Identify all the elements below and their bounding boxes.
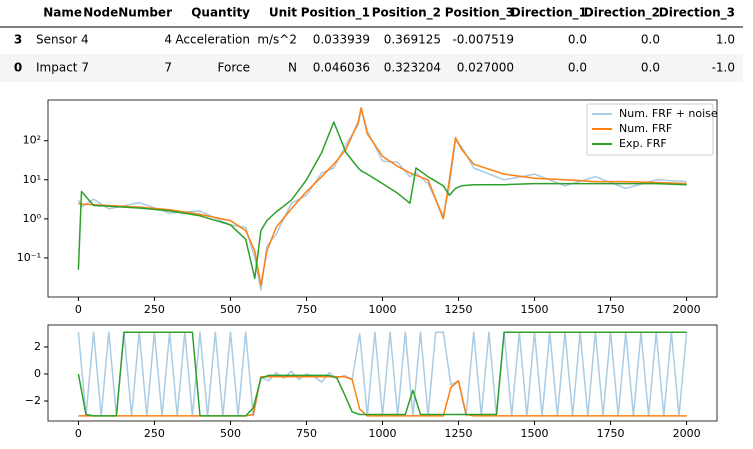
y-tick-label: −2	[25, 394, 41, 407]
table-cell: m/s^2	[257, 33, 297, 47]
charts: 0 250 500 750 1000 1250 1500 1750 2000 10⁻¹ 10⁰ 10¹…	[17, 99, 718, 440]
plot-area	[77, 106, 687, 291]
table-cell: N	[288, 61, 297, 75]
x-tick-label: 1750	[597, 427, 625, 440]
table-cell: 0.046036	[313, 61, 370, 75]
x-tick-label: 1500	[521, 427, 549, 440]
x-tick-label: 1000	[369, 427, 397, 440]
table-cell: 0.0	[568, 61, 587, 75]
x-tick-label: 250	[144, 303, 165, 316]
column-header: Position_2	[372, 6, 441, 21]
column-header: Direction_1	[511, 6, 587, 21]
series-line	[77, 121, 687, 280]
table-cell: 0.027000	[457, 61, 514, 75]
y-tick-label: 0	[34, 367, 41, 380]
plot-frame	[47, 324, 718, 422]
column-header: Position_1	[301, 6, 370, 21]
x-tick-label: 0	[75, 427, 82, 440]
y-tick-label: 10⁰	[23, 212, 42, 225]
column-header: Direction_3	[659, 6, 735, 21]
chart: 0 250 500 750 1000 1250 1500 1750 2000 10⁻¹ 10⁰ 10¹…	[17, 99, 718, 316]
table-cell: Sensor 4	[36, 33, 89, 47]
x-tick-label: 500	[220, 303, 241, 316]
legend-label: Num. FRF	[619, 122, 672, 135]
column-header: Name	[43, 6, 82, 20]
x-tick-label: 1250	[445, 427, 473, 440]
y-tick-label: 10⁻¹	[17, 251, 41, 264]
x-tick-label: 750	[296, 303, 317, 316]
table-cell: 0.0	[641, 33, 660, 47]
x-tick-label: 2000	[673, 427, 701, 440]
series-line	[78, 375, 687, 417]
legend-box	[586, 103, 714, 156]
x-tick-label: 250	[144, 427, 165, 440]
column-header: Direction_2	[584, 6, 660, 21]
table-cell: 4	[164, 33, 172, 47]
x-tick-label: 0	[75, 303, 82, 316]
row-stripe	[0, 54, 743, 82]
column-header: Quantity	[191, 6, 250, 20]
x-tick-label: 1750	[597, 303, 625, 316]
table-cell: 0.0	[641, 61, 660, 75]
chart: 0 250 500 750 1000 1250 1500 1750 2000 −2 0 2	[25, 324, 718, 440]
row-index: 3	[14, 33, 22, 47]
table-cell: 0.0	[568, 33, 587, 47]
table-cell: -0.007519	[452, 33, 514, 47]
x-tick-label: 2000	[673, 303, 701, 316]
y-tick-label: 10¹	[23, 173, 41, 186]
plot-frame	[47, 99, 718, 298]
x-tick-label: 1250	[445, 303, 473, 316]
plot-area	[77, 331, 688, 417]
series-line	[77, 331, 688, 417]
table-cell: 1.0	[716, 33, 735, 47]
legend-label: Exp. FRF	[619, 137, 667, 150]
table-cell: -1.0	[712, 61, 735, 75]
y-tick-label: 2	[34, 340, 41, 353]
legend-label: Num. FRF + noise	[619, 107, 718, 120]
table-cell: 0.033939	[313, 33, 370, 47]
column-header: Unit	[269, 6, 297, 20]
x-tick-label: 1500	[521, 303, 549, 316]
x-tick-label: 1000	[369, 303, 397, 316]
series-line	[78, 106, 687, 286]
y-tick-label: 10²	[23, 134, 41, 147]
column-header: Position_3	[445, 6, 514, 21]
table-cell: Impact 7	[36, 61, 89, 75]
table-cell: Acceleration	[175, 33, 250, 47]
table-cell: 7	[164, 61, 172, 75]
x-tick-label: 500	[220, 427, 241, 440]
table-cell: 0.323204	[384, 61, 441, 75]
row-index: 0	[14, 61, 22, 75]
table-cell: 0.369125	[384, 33, 441, 47]
column-header: NodeNumber	[83, 6, 172, 20]
x-tick-label: 750	[296, 427, 317, 440]
table-cell: Force	[218, 61, 250, 75]
table: Name NodeNumber Quantity Unit Position_1 Posi…	[14, 6, 735, 75]
series-line	[77, 331, 687, 417]
